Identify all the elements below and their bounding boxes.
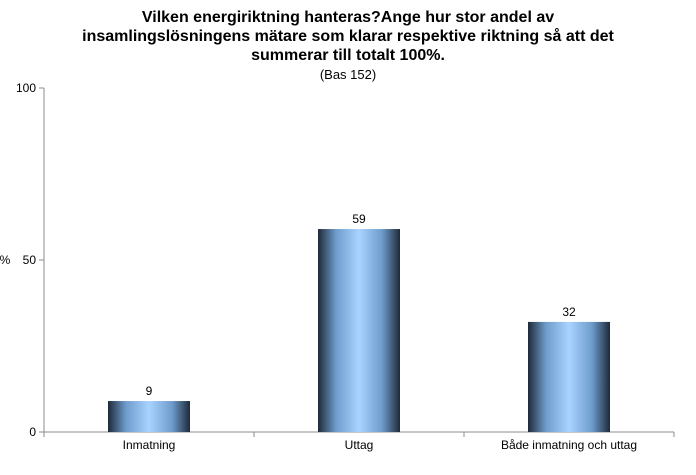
bar-value-label-2: 59 (352, 212, 366, 226)
chart-title: Vilken energiriktning hanteras?Ange hur … (0, 8, 696, 83)
x-tick-label-3: Både inmatning och uttag (501, 438, 637, 452)
bar-value-label-1: 9 (146, 384, 153, 398)
y-tick-label-0: 0 (29, 425, 36, 439)
bar-value-label-3: 32 (562, 305, 576, 319)
chart-title-line-1: Vilken energiriktning hanteras?Ange hur … (141, 9, 555, 26)
x-tick-label-2: Uttag (345, 438, 374, 452)
y-axis-label: % (0, 253, 11, 267)
x-tick-label-1: Inmatning (123, 438, 176, 452)
y-tick-label-50: 50 (23, 253, 37, 267)
bar-2 (318, 229, 400, 432)
chart-subtitle: (Bas 152) (319, 67, 377, 82)
chart-title-line-2: insamlingslösningens mätare som klarar r… (82, 28, 614, 45)
bar-3 (528, 321, 610, 432)
y-tick-label-100: 100 (16, 81, 36, 95)
bar-1 (108, 401, 190, 432)
chart-title-line-3: summerar till totalt 100%. (251, 47, 445, 64)
